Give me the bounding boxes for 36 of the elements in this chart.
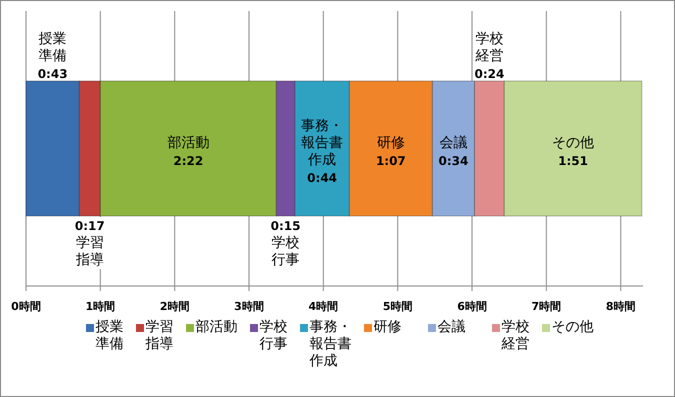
legend-label: 事務・報告書作成 <box>310 319 352 370</box>
x-tick-label: 0時間 <box>10 299 42 314</box>
data-label: 0:43 <box>36 66 69 83</box>
data-label: 2:22 <box>172 153 204 170</box>
legend-label: 学校行事 <box>260 319 288 353</box>
data-label: 0:34 <box>438 153 470 170</box>
data-label: 0:17 <box>74 218 106 235</box>
data-label: 1:51 <box>557 153 589 170</box>
data-label: 0:24 <box>473 66 506 83</box>
text: 研修 <box>376 135 405 151</box>
text: 部活動 <box>167 135 210 151</box>
x-tick-label: 5時間 <box>382 299 414 314</box>
text: その他 <box>552 135 594 151</box>
text: 学習指導 <box>76 235 104 268</box>
text: 事務・報告書作成 <box>301 118 344 168</box>
text: 学校行事 <box>272 235 300 268</box>
text: 授業準備 <box>38 31 67 64</box>
x-tick-label: 6時間 <box>456 299 488 314</box>
data-label: 0:44 <box>306 170 338 187</box>
x-tick-label: 1時間 <box>84 299 116 314</box>
text: 会議 <box>439 135 468 151</box>
x-tick-label: 7時間 <box>530 299 562 314</box>
legend-label: 会議 <box>438 319 466 336</box>
legend-label: その他 <box>552 319 594 336</box>
legend-label: 学校経営 <box>502 319 530 353</box>
legend-label: 授業準備 <box>96 319 124 353</box>
text: 学校経営 <box>475 31 504 64</box>
data-label: 0:15 <box>270 218 302 235</box>
x-tick-label: 3時間 <box>233 299 265 314</box>
x-tick-label: 4時間 <box>308 299 340 314</box>
x-tick-label: 2時間 <box>158 299 190 314</box>
legend-label: 部活動 <box>196 319 238 336</box>
legend-label: 学習指導 <box>146 319 174 353</box>
data-label: 1:07 <box>374 153 407 170</box>
legend-label: 研修 <box>374 319 402 336</box>
x-tick-label: 8時間 <box>604 299 637 314</box>
